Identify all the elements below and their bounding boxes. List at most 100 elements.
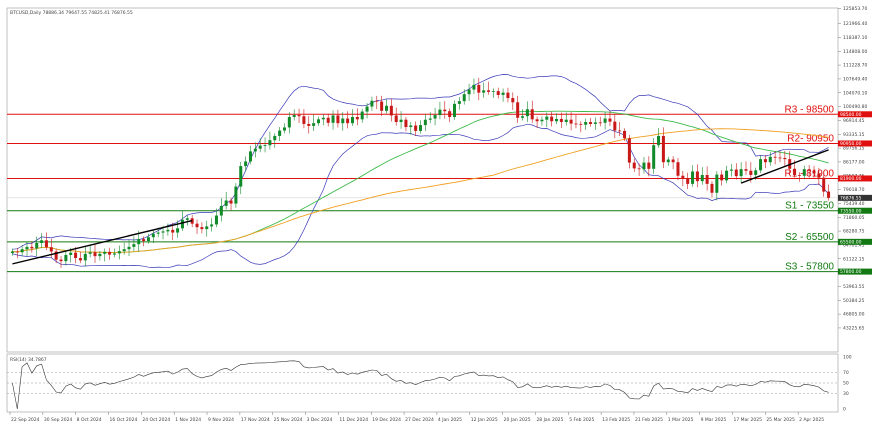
candle-body (773, 156, 777, 158)
candle-body (210, 224, 214, 227)
candle-body (156, 232, 160, 234)
candle-body (326, 117, 330, 123)
price-tick-label: 114808.00 (843, 49, 867, 55)
level-price-tag (838, 268, 872, 275)
main-panel-frame (6, 7, 839, 353)
candle-body (482, 90, 486, 93)
candle-body (613, 121, 617, 131)
candle-body (598, 122, 602, 124)
time-tick-label: 3 Dec 2024 (307, 417, 333, 423)
candle-body (350, 116, 354, 124)
candle-body (40, 240, 44, 244)
candle-body (258, 145, 262, 149)
candle-body (54, 251, 58, 260)
candle-body (44, 240, 48, 248)
price-tick-label: 96914.45 (843, 118, 865, 124)
time-tick-label: 22 Sep 2024 (11, 417, 40, 423)
price-tick-label: 71860.05 (843, 215, 865, 221)
candle-body (161, 231, 165, 233)
rsi-label: RSI(14) 34.7867 (10, 357, 47, 363)
candle-body (452, 103, 457, 117)
level-price-tag-label: 73550.00 (840, 208, 862, 214)
candle-body (20, 249, 24, 253)
price-tick-label: 50384.25 (843, 298, 865, 304)
level-price-tag (838, 140, 872, 147)
candle-body (695, 171, 699, 182)
candle-body (686, 178, 690, 184)
time-tick-label: 19 Dec 2024 (372, 417, 401, 423)
candle-body (341, 118, 345, 124)
candle-body (263, 145, 267, 147)
candle-body (336, 115, 340, 124)
candle-body (375, 100, 379, 102)
price-tick-label: 111228.70 (843, 63, 867, 69)
candle-body (637, 168, 641, 170)
candle-body (778, 157, 782, 159)
candle-body (744, 169, 748, 171)
candle-body (307, 123, 311, 126)
candle-body (404, 119, 408, 128)
candle-body (433, 115, 437, 119)
candle-body (691, 171, 695, 184)
candle-body (365, 106, 369, 112)
level-label: S3 - 57800 (785, 262, 834, 273)
candle-body (521, 116, 525, 118)
candle-body (166, 229, 170, 232)
candle-body (321, 117, 325, 120)
level-price-tags: 98500.00 90950.00 81900.00 73550.00 65500.00… (838, 111, 872, 275)
candle-body (467, 89, 471, 95)
candle-body (394, 115, 398, 123)
trendlines (12, 149, 829, 265)
candle-body (657, 135, 661, 146)
candle-body (516, 102, 520, 118)
level-price-tag-label: 81900.00 (840, 176, 862, 182)
candle-body (720, 174, 724, 181)
candle-body (627, 138, 631, 163)
candle-body (428, 118, 432, 120)
candle-body (666, 159, 670, 163)
price-tick-label: 86177.00 (843, 160, 865, 166)
candle-body (253, 148, 257, 152)
level-label: R3 - 98500 (785, 104, 835, 115)
candle-body (715, 174, 719, 193)
candle-body (817, 173, 821, 178)
price-tick-label: 89756.15 (843, 146, 865, 152)
time-tick-label: 9 Nov 2024 (208, 417, 234, 423)
candle-body (112, 253, 116, 255)
time-tick-label: 21 Feb 2025 (635, 417, 663, 423)
candle-body (59, 259, 63, 262)
rsi-tick-label: 100 (843, 355, 852, 361)
candle-body (589, 122, 593, 124)
candle-body (355, 116, 359, 120)
candle-body (370, 100, 374, 107)
candle-body (273, 135, 277, 141)
candle-body (822, 177, 826, 192)
chart-title: BTCUSD,Daily 78886.34 79647.55 74825.41 … (10, 10, 133, 16)
time-tick-label: 1 Mar 2025 (668, 417, 694, 423)
time-tick-label: 4 Jan 2025 (438, 417, 462, 423)
level-label: S2 - 65500 (785, 232, 834, 243)
level-price-tag (838, 175, 872, 182)
candle-body (462, 94, 466, 102)
current-price-tag (838, 194, 872, 201)
candle-body (496, 91, 500, 95)
candle-body (739, 169, 743, 177)
bollinger-upper-band (12, 74, 829, 250)
candle-body (783, 157, 787, 160)
level-price-tag (838, 238, 872, 245)
candle-body (146, 237, 150, 242)
price-tick-label: 104070.10 (843, 90, 867, 96)
candle-body (219, 205, 223, 216)
candle-body (176, 228, 180, 233)
time-tick-label: 30 Sep 2024 (44, 417, 73, 423)
candle-body (98, 253, 102, 257)
price-tick-label: 118387.10 (843, 35, 867, 41)
candle-body (69, 252, 73, 255)
time-tick-label: 12 Jan 2025 (471, 417, 498, 423)
candle-body (88, 252, 92, 254)
candle-body (802, 169, 806, 176)
candle-body (812, 170, 816, 174)
main-chart-panel[interactable] (6, 7, 839, 353)
candle-body (555, 118, 559, 122)
